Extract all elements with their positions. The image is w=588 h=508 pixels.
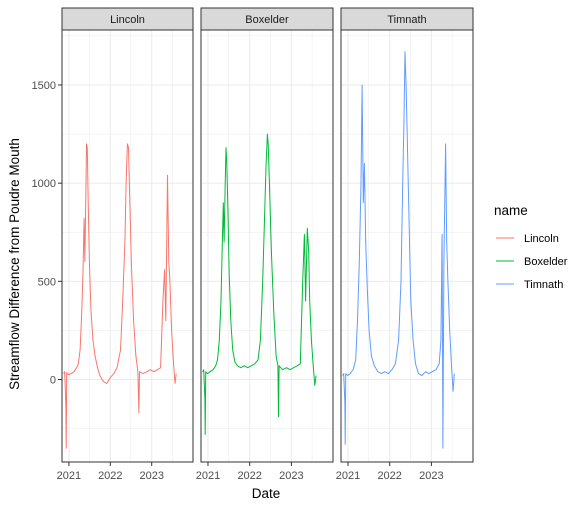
x-tick-label: 2022 xyxy=(98,470,122,482)
x-tick-label: 2021 xyxy=(57,470,81,482)
facet-panel-lincoln: Lincoln 2021 2022 2023 xyxy=(57,7,194,482)
x-tick-label: 2022 xyxy=(237,470,261,482)
x-tick-label: 2023 xyxy=(139,470,163,482)
legend-label: Boxelder xyxy=(524,256,568,268)
legend-item-lincoln: Lincoln xyxy=(496,233,559,245)
facet-strip xyxy=(340,7,474,31)
y-axis: 0 500 1000 1500 xyxy=(32,80,62,387)
y-tick-label: 0 xyxy=(50,375,56,387)
series-line-boxelder xyxy=(202,133,317,435)
legend-title: name xyxy=(494,203,528,218)
x-axis-title: Date xyxy=(252,486,281,501)
x-tick-label: 2023 xyxy=(279,470,303,482)
y-axis-title: Streamflow Difference from Poudre Mouth xyxy=(7,138,22,390)
legend-item-boxelder: Boxelder xyxy=(496,256,568,268)
legend-item-timnath: Timnath xyxy=(496,279,563,291)
facet-panel-timnath: Timnath 2021 2022 2023 xyxy=(336,7,474,482)
series-line-lincoln xyxy=(63,143,177,449)
x-tick-label: 2022 xyxy=(377,470,401,482)
x-tick-label: 2021 xyxy=(196,470,220,482)
facet-strip xyxy=(200,7,334,31)
legend-label: Timnath xyxy=(524,279,563,291)
facet-strip-label: Boxelder xyxy=(245,14,289,26)
facet-strip-label: Lincoln xyxy=(110,14,145,26)
x-tick-label: 2021 xyxy=(336,470,360,482)
x-tick-label: 2023 xyxy=(419,470,443,482)
y-tick-label: 500 xyxy=(38,276,56,288)
legend-label: Lincoln xyxy=(524,233,559,245)
y-tick-label: 1500 xyxy=(32,80,56,92)
facet-strip xyxy=(61,7,194,31)
series-line-timnath xyxy=(342,51,455,449)
facet-panel-boxelder: Boxelder 2021 2022 2023 xyxy=(196,7,334,482)
y-tick-label: 1000 xyxy=(32,178,56,190)
legend: name Lincoln Boxelder Timnath xyxy=(494,203,568,291)
facet-strip-label: Timnath xyxy=(387,14,426,26)
